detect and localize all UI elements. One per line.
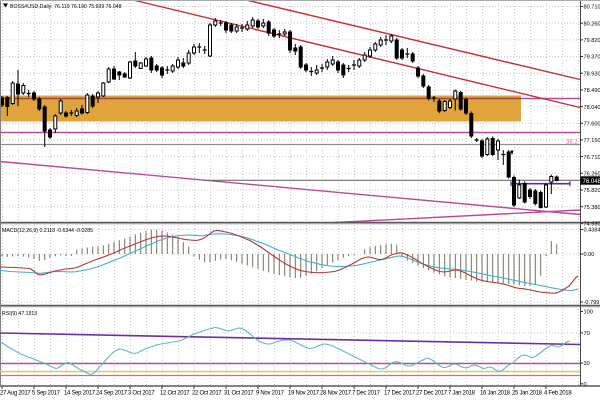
svg-text:27 Aug 2017: 27 Aug 2017 (0, 391, 31, 397)
svg-text:28 Nov 2017: 28 Nov 2017 (320, 391, 352, 397)
svg-text:17 Dec 2017: 17 Dec 2017 (384, 391, 416, 397)
svg-text:0.4384: 0.4384 (584, 228, 600, 234)
svg-text:76.710: 76.710 (584, 155, 600, 161)
svg-text:38.2: 38.2 (566, 139, 578, 145)
svg-text:77.150: 77.150 (584, 138, 600, 144)
svg-text:77.600: 77.600 (584, 122, 600, 128)
svg-text:78.930: 78.930 (584, 71, 600, 77)
svg-text:31 Oct 2017: 31 Oct 2017 (224, 391, 254, 397)
svg-text:RSI(9) 47.1913: RSI(9) 47.1913 (2, 311, 37, 317)
svg-text:79.820: 79.820 (584, 38, 600, 44)
svg-text:22 Oct 2017: 22 Oct 2017 (192, 391, 222, 397)
svg-text:80.260: 80.260 (584, 21, 600, 27)
svg-text:24 Sep 2017: 24 Sep 2017 (96, 391, 128, 397)
svg-text:80.710: 80.710 (584, 5, 600, 11)
svg-text:16 Jan 2018: 16 Jan 2018 (480, 391, 511, 397)
svg-text:0: 0 (584, 382, 587, 388)
svg-text:78.490: 78.490 (584, 88, 600, 94)
svg-text:100: 100 (584, 310, 593, 316)
svg-text:12 Oct 2017: 12 Oct 2017 (160, 391, 190, 397)
svg-text:78.040: 78.040 (584, 105, 600, 111)
svg-text:76.048: 76.048 (583, 179, 600, 185)
svg-text:27 Dec 2017: 27 Dec 2017 (416, 391, 448, 397)
svg-text:MACD(12,26,9) 0.2118 -0.6344 -: MACD(12,26,9) 0.2118 -0.6344 -0.0285 (2, 228, 93, 234)
svg-text:30: 30 (584, 361, 590, 367)
svg-text:BOSS#USD,Daily: 76.119 76.190: BOSS#USD,Daily: 76.119 76.190 75.939 76.… (10, 4, 122, 10)
svg-text:79.370: 79.370 (584, 55, 600, 61)
svg-text:0.00: 0.00 (584, 252, 595, 258)
svg-text:25 Jan 2018: 25 Jan 2018 (512, 391, 543, 397)
svg-text:3 Oct 2017: 3 Oct 2017 (128, 391, 155, 397)
svg-text:7 Jan 2018: 7 Jan 2018 (448, 391, 476, 397)
svg-text:75.380: 75.380 (584, 205, 600, 211)
svg-text:74.930: 74.930 (584, 222, 600, 228)
svg-text:-0.799: -0.799 (584, 300, 600, 306)
svg-text:75.820: 75.820 (584, 188, 600, 194)
svg-text:14 Sep 2017: 14 Sep 2017 (64, 391, 96, 397)
svg-text:9 Nov 2017: 9 Nov 2017 (256, 391, 285, 397)
svg-text:5 Sep 2017: 5 Sep 2017 (32, 391, 61, 397)
svg-text:70: 70 (584, 331, 590, 337)
svg-text:7 Dec 2017: 7 Dec 2017 (352, 391, 381, 397)
svg-text:19 Nov 2017: 19 Nov 2017 (288, 391, 320, 397)
svg-text:76.260: 76.260 (584, 172, 600, 178)
svg-text:4 Feb 2018: 4 Feb 2018 (544, 391, 572, 397)
